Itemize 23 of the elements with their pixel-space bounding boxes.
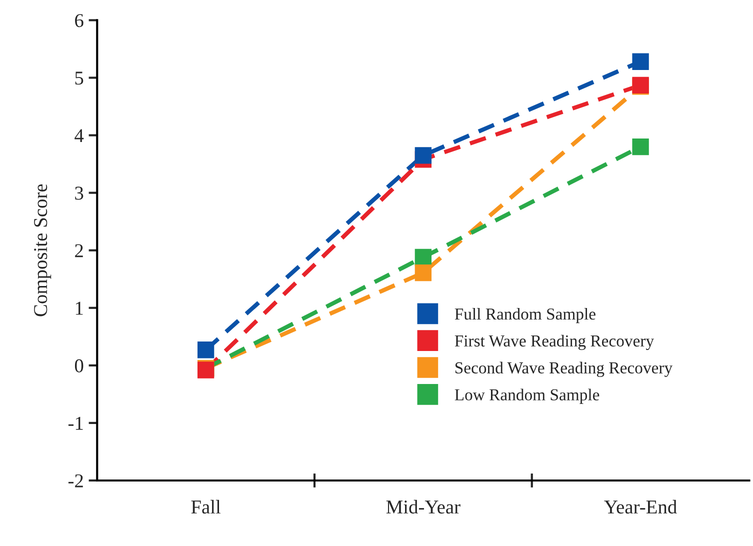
x-tick-label: Mid-Year [386, 500, 460, 514]
y-tick-label: 2 [75, 244, 83, 258]
y-tick-label: -1 [68, 416, 83, 430]
point [197, 342, 214, 358]
x-tick-label: Fall [191, 500, 221, 514]
point [632, 138, 649, 156]
y-tick-label: 4 [74, 129, 84, 142]
legend-label: Second Wave Reading Recovery [455, 362, 672, 377]
y-axis-title: Composite Score [34, 184, 52, 316]
point [414, 264, 432, 282]
y-tick-label: 0 [74, 359, 84, 372]
y-tick-label: -2 [68, 474, 83, 488]
y-tick-label: 5 [75, 72, 84, 85]
y-tick-label: 3 [75, 186, 84, 200]
y-tick-label: 6 [75, 14, 84, 28]
y-tick-label: 1 [76, 302, 83, 315]
legend-label: Full Random Sample [454, 308, 596, 324]
x-tick-label: Year-End [604, 500, 677, 514]
point [414, 147, 432, 164]
legend-label: Low Random Sample [454, 388, 600, 404]
point [632, 53, 649, 70]
point [414, 248, 432, 266]
legend-label: First Wave Reading Recovery [454, 334, 654, 350]
